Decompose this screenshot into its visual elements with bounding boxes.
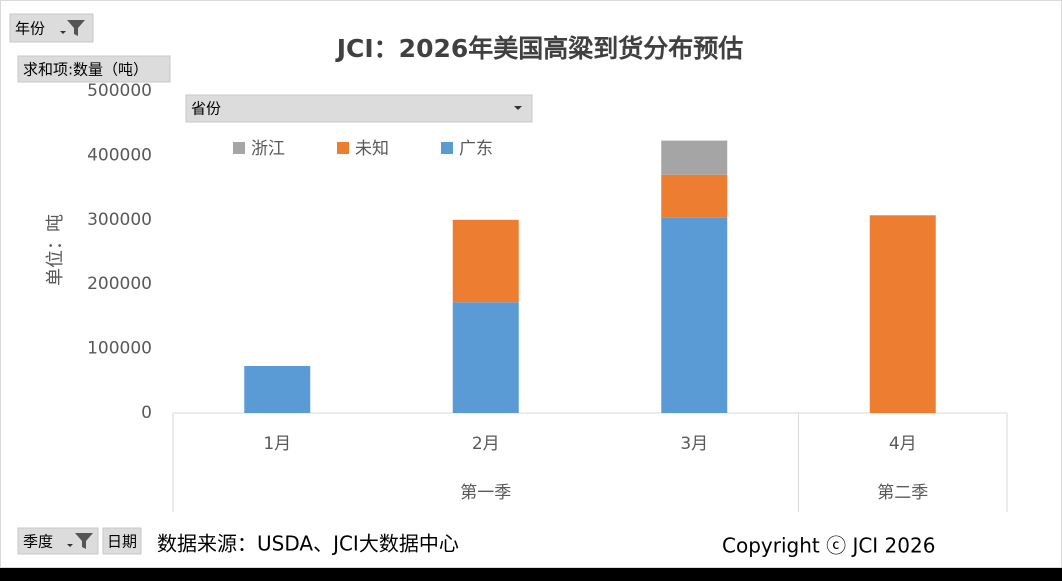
- value-field-label: 求和项:数量（吨）: [23, 61, 148, 79]
- x-tick-label: 1月: [263, 434, 291, 454]
- bar-segment: [244, 365, 311, 413]
- value-field-button[interactable]: 求和项:数量（吨）: [17, 55, 171, 83]
- filter-button[interactable]: 年份: [9, 13, 94, 43]
- y-tick-label: 100000: [87, 339, 152, 359]
- bar-segment: [452, 219, 519, 303]
- source-note: 数据来源：USDA、JCI大数据中心: [157, 532, 459, 556]
- copyright: Copyright ⓒ JCI 2026: [722, 534, 935, 558]
- group-label: 第一季: [460, 483, 511, 503]
- y-axis-label: 单位：吨: [45, 214, 66, 286]
- y-tick-label: 400000: [87, 145, 152, 165]
- x-tick-label: 3月: [680, 434, 708, 454]
- bar-segment: [452, 302, 519, 413]
- bottom-strip: [0, 568, 1062, 581]
- y-tick-label: 0: [141, 403, 152, 423]
- legend-field-label: 省份: [191, 100, 221, 118]
- y-tick-label: 300000: [87, 210, 152, 230]
- legend-label: 浙江: [251, 139, 285, 159]
- group-label: 第二季: [877, 483, 928, 503]
- chart-title: JCI：2026年美国高粱到货分布预估: [335, 34, 744, 63]
- legend-label: 广东: [459, 139, 493, 159]
- legend-swatch: [337, 142, 349, 154]
- bar-segment: [661, 174, 728, 218]
- axis-field-button[interactable]: 季度: [17, 527, 99, 555]
- legend-swatch: [233, 142, 245, 154]
- filter-label: 年份: [15, 20, 45, 38]
- legend-swatch: [441, 142, 453, 154]
- axis-field-button[interactable]: 日期: [102, 527, 142, 555]
- bar-segment: [661, 140, 728, 175]
- axis-field-label: 季度: [23, 533, 53, 551]
- legend-field-button[interactable]: 省份: [185, 94, 533, 123]
- x-tick-label: 2月: [472, 434, 500, 454]
- axis-field-label: 日期: [107, 533, 137, 551]
- legend-label: 未知: [355, 139, 389, 159]
- y-tick-label: 500000: [87, 81, 152, 101]
- y-tick-label: 200000: [87, 274, 152, 294]
- bar-segment: [869, 215, 936, 413]
- x-tick-label: 4月: [889, 434, 917, 454]
- bar-segment: [661, 217, 728, 413]
